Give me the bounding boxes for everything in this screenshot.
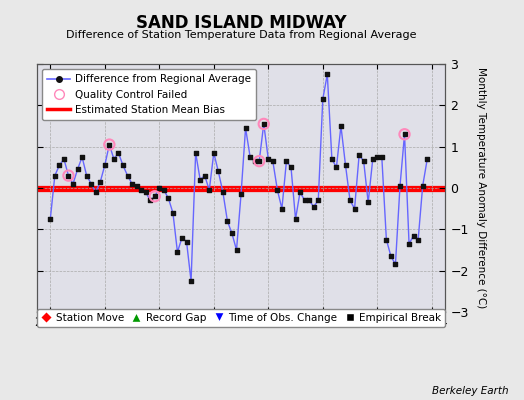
Point: [405, 241, 413, 247]
Point: [378, 154, 386, 160]
Point: [164, 195, 172, 202]
Legend: Station Move, Record Gap, Time of Obs. Change, Empirical Break: Station Move, Record Gap, Time of Obs. C…: [37, 309, 445, 327]
Point: [259, 121, 268, 127]
Point: [409, 232, 418, 239]
Point: [273, 187, 281, 193]
Point: [141, 189, 150, 195]
Point: [282, 158, 291, 164]
Point: [332, 164, 341, 170]
Point: [110, 156, 118, 162]
Point: [105, 141, 114, 148]
Point: [60, 156, 68, 162]
Point: [160, 187, 168, 193]
Point: [150, 193, 159, 200]
Point: [69, 181, 77, 187]
Point: [341, 162, 350, 168]
Text: SAND ISLAND MIDWAY: SAND ISLAND MIDWAY: [136, 14, 346, 32]
Point: [73, 166, 82, 173]
Point: [64, 172, 73, 179]
Point: [319, 96, 327, 102]
Point: [269, 158, 277, 164]
Point: [264, 156, 272, 162]
Legend: Difference from Regional Average, Quality Control Failed, Estimated Station Mean: Difference from Regional Average, Qualit…: [42, 69, 256, 120]
Point: [101, 162, 109, 168]
Point: [128, 181, 136, 187]
Point: [169, 210, 177, 216]
Point: [123, 172, 132, 179]
Point: [92, 189, 100, 195]
Point: [423, 156, 431, 162]
Point: [223, 218, 232, 224]
Point: [228, 230, 236, 237]
Point: [346, 197, 354, 204]
Point: [173, 249, 182, 255]
Point: [119, 162, 127, 168]
Y-axis label: Monthly Temperature Anomaly Difference (°C): Monthly Temperature Anomaly Difference (…: [476, 67, 486, 309]
Point: [305, 197, 313, 204]
Point: [87, 181, 95, 187]
Point: [310, 203, 318, 210]
Point: [96, 178, 104, 185]
Point: [182, 238, 191, 245]
Point: [300, 197, 309, 204]
Point: [150, 193, 159, 200]
Point: [364, 199, 373, 206]
Point: [105, 141, 114, 148]
Point: [419, 183, 427, 189]
Point: [205, 187, 213, 193]
Point: [232, 247, 241, 253]
Point: [323, 71, 332, 78]
Point: [201, 172, 209, 179]
Point: [287, 164, 295, 170]
Point: [114, 150, 123, 156]
Point: [278, 206, 286, 212]
Point: [155, 185, 163, 191]
Point: [259, 121, 268, 127]
Point: [146, 197, 155, 204]
Text: Berkeley Earth: Berkeley Earth: [432, 386, 508, 396]
Point: [414, 236, 422, 243]
Point: [337, 123, 345, 129]
Point: [214, 168, 223, 175]
Point: [210, 150, 218, 156]
Point: [82, 172, 91, 179]
Point: [133, 183, 141, 189]
Point: [255, 158, 264, 164]
Point: [391, 261, 400, 268]
Point: [250, 158, 259, 164]
Point: [296, 189, 304, 195]
Point: [255, 158, 264, 164]
Point: [382, 236, 390, 243]
Point: [237, 191, 245, 197]
Point: [387, 253, 395, 259]
Point: [242, 125, 250, 131]
Point: [196, 176, 204, 183]
Point: [64, 172, 73, 179]
Point: [187, 278, 195, 284]
Point: [368, 156, 377, 162]
Point: [351, 206, 359, 212]
Point: [314, 197, 322, 204]
Point: [373, 154, 381, 160]
Point: [46, 216, 54, 222]
Point: [137, 187, 145, 193]
Point: [359, 158, 368, 164]
Point: [246, 154, 254, 160]
Point: [400, 131, 409, 138]
Point: [400, 131, 409, 138]
Text: Difference of Station Temperature Data from Regional Average: Difference of Station Temperature Data f…: [66, 30, 416, 40]
Point: [219, 189, 227, 195]
Point: [51, 172, 59, 179]
Point: [55, 162, 63, 168]
Point: [396, 183, 404, 189]
Point: [178, 234, 186, 241]
Point: [191, 150, 200, 156]
Point: [355, 152, 363, 158]
Point: [78, 154, 86, 160]
Point: [291, 216, 300, 222]
Point: [328, 156, 336, 162]
